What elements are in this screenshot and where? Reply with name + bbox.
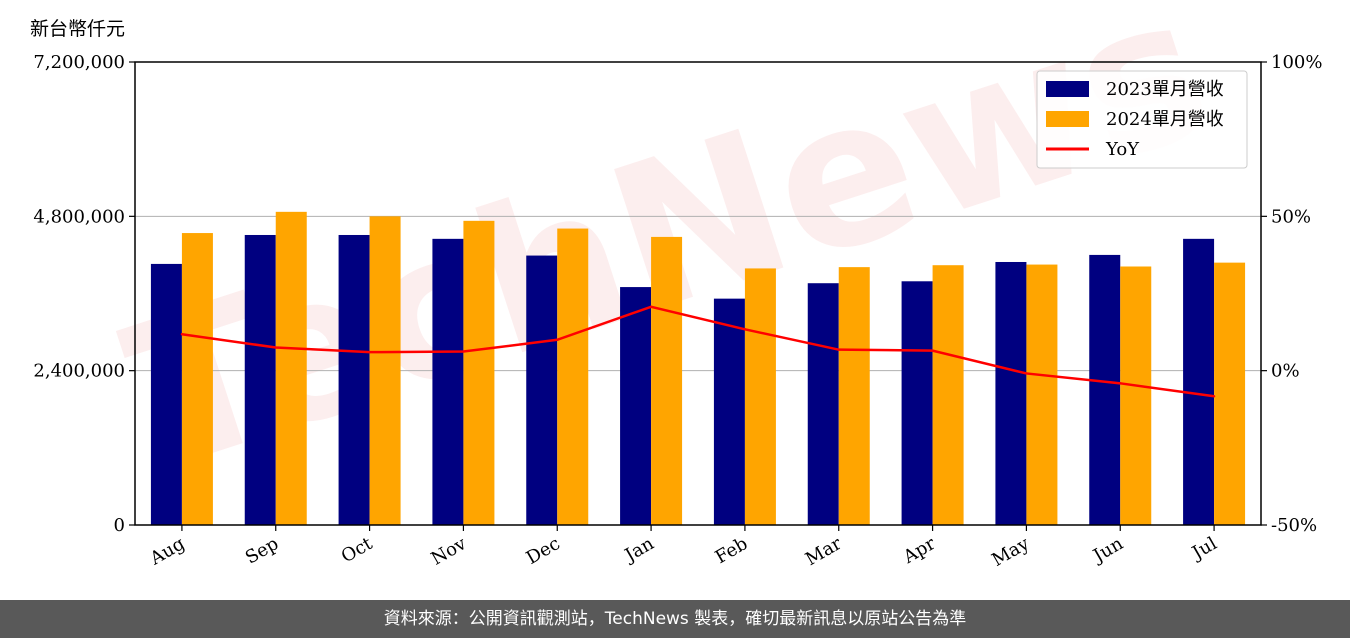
right-axis-ticks: -50% 0% 50% 100% (1261, 52, 1322, 536)
x-tick-label-aug: Aug (146, 533, 189, 570)
bar-2023-sep (244, 234, 276, 526)
plot-frame (134, 61, 1262, 526)
bar-2023-may (995, 261, 1027, 525)
legend-label: 2023單月營收 (1106, 79, 1224, 100)
x-tick-label-jan: Jan (620, 533, 658, 567)
yoy-point-jan (649, 305, 653, 308)
left-axis-ticks: 0 2,400,000 4,800,000 7,200,000 (33, 52, 135, 536)
x-tick-label-mar: Mar (802, 533, 846, 570)
right-tick-label: 100% (1271, 52, 1322, 73)
source-footer: 資料來源：公開資訊觀測站，TechNews 製表，確切最新訊息以原站公告為準 (0, 600, 1350, 638)
left-tick-label: 0 (114, 515, 125, 536)
bar-2024-aug (181, 233, 213, 525)
gridlines (135, 215, 1261, 372)
legend-swatch (1046, 111, 1089, 127)
right-tick-label: 0% (1271, 361, 1300, 382)
bar-2024-nov (463, 220, 495, 525)
x-tick-label-apr: Apr (899, 533, 939, 568)
legend-box (1036, 70, 1248, 169)
bar-2023-nov (432, 238, 464, 525)
bar-2024-sep (275, 211, 307, 525)
bar-2023-dec (526, 255, 558, 525)
x-tick-label-jun: Jun (1088, 533, 1127, 568)
yoy-point-dec (556, 338, 559, 341)
bar-2023-jun (1089, 254, 1121, 525)
bar-2023-oct (338, 234, 370, 526)
x-tick-label-sep: Sep (242, 533, 282, 568)
yoy-point-jul (1212, 395, 1216, 398)
x-tick-label-nov: Nov (428, 533, 471, 570)
bar-2024-jul (1214, 262, 1246, 525)
yoy-point-aug (180, 333, 184, 336)
yoy-point-jun (1119, 382, 1122, 385)
yoy-point-may (1025, 372, 1028, 375)
x-tick-label-may: May (988, 533, 1033, 571)
bar-2024-jan (651, 236, 683, 525)
left-tick-label: 7,200,000 (33, 52, 125, 73)
left-tick-label: 4,800,000 (33, 206, 125, 227)
bars (150, 211, 1246, 526)
x-tick-label-dec: Dec (523, 533, 564, 569)
bar-2023-jan (620, 287, 652, 525)
yoy-point-mar (837, 348, 840, 351)
x-axis-ticks: Aug Sep Oct Nov Dec Jan Feb Mar Apr May Jun Jul (146, 525, 1221, 571)
bar-2024-may (1026, 264, 1058, 525)
x-tick-label-feb: Feb (712, 533, 752, 568)
yoy-line (181, 305, 1215, 398)
right-tick-label: 50% (1271, 206, 1311, 227)
bar-2024-feb (744, 268, 776, 525)
legend-label: YoY (1105, 139, 1140, 160)
bar-2023-mar (807, 283, 839, 525)
right-tick-label: -50% (1271, 515, 1317, 536)
bar-2024-mar (838, 267, 870, 525)
bar-2024-jun (1120, 266, 1152, 525)
bar-2024-dec (557, 228, 589, 525)
bar-2024-oct (369, 216, 401, 526)
yoy-point-apr (931, 349, 934, 352)
axes (134, 61, 1262, 526)
left-tick-label: 2,400,000 (33, 361, 125, 382)
yoy-point-sep (274, 346, 277, 349)
bar-2023-aug (150, 263, 182, 525)
bar-2023-jul (1183, 238, 1215, 525)
bar-2023-apr (901, 281, 933, 525)
yoy-point-feb (743, 328, 747, 331)
yoy-point-oct (368, 350, 371, 354)
legend-label: 2024單月營收 (1106, 109, 1224, 130)
legend-swatch (1046, 81, 1089, 97)
x-tick-label-jul: Jul (1187, 533, 1221, 565)
yoy-point-nov (462, 350, 465, 353)
bar-2023-feb (713, 298, 745, 525)
yoy-line-group (180, 305, 1216, 398)
legend: 2023單月營收 2024單月營收 YoY (1036, 70, 1248, 169)
x-tick-label-oct: Oct (338, 533, 377, 568)
bar-2024-apr (932, 265, 964, 525)
y-axis-unit-label: 新台幣仟元 (30, 18, 126, 40)
